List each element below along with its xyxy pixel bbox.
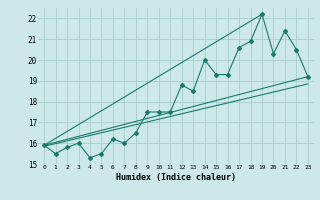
X-axis label: Humidex (Indice chaleur): Humidex (Indice chaleur): [116, 173, 236, 182]
